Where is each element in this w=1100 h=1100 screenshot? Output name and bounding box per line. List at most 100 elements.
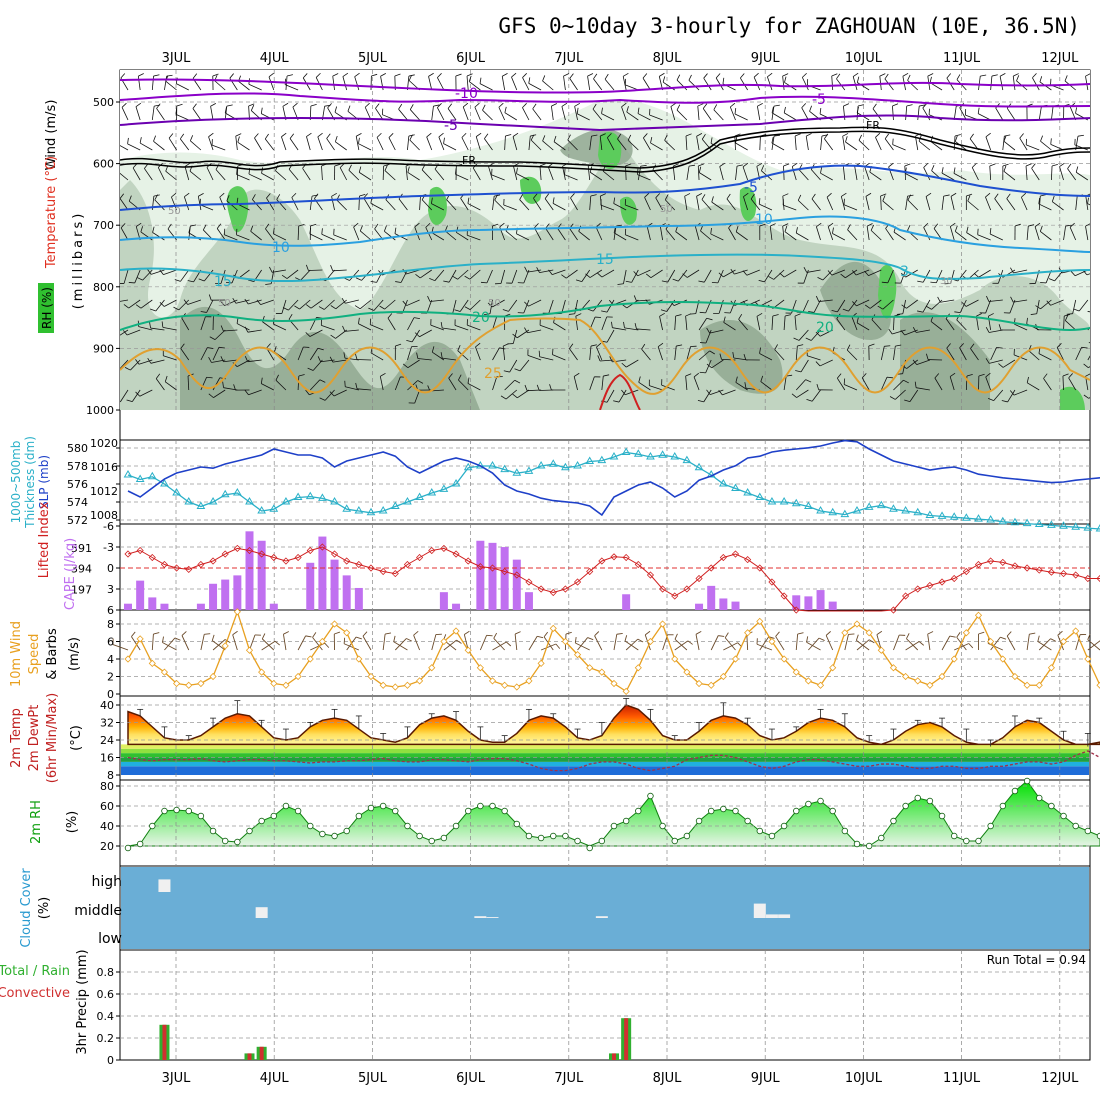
wind-barb-flag xyxy=(999,72,1006,77)
wind-barb xyxy=(1051,106,1054,121)
label-3hr-precip: 3hr Precip (mm) xyxy=(75,949,90,1054)
wind-barb xyxy=(820,136,823,151)
wind10-barb xyxy=(413,634,421,651)
wind-barb-flag xyxy=(861,373,867,379)
wind-barb-flag xyxy=(319,397,326,401)
wind10-barb xyxy=(927,634,931,651)
wind-barb xyxy=(180,269,190,282)
wind-barb-flag xyxy=(440,352,443,359)
rh-grid xyxy=(120,780,1090,866)
wind-barb xyxy=(695,226,700,241)
wind-barb-flag xyxy=(954,311,961,314)
wind-barb xyxy=(248,389,262,396)
rh-marker xyxy=(586,844,593,852)
wind-barb-flag xyxy=(512,393,518,399)
wind-barb xyxy=(866,226,870,241)
wind-barb xyxy=(894,389,906,400)
wind-barb xyxy=(589,171,603,181)
wind-barb xyxy=(505,230,518,241)
li-marker xyxy=(586,567,594,576)
wind-barb xyxy=(488,166,493,181)
wind-barb-flag xyxy=(549,384,552,391)
wind-barb xyxy=(214,329,226,340)
wind-barb xyxy=(528,83,542,91)
wind-barb xyxy=(407,359,420,368)
wind-barb xyxy=(1027,382,1040,391)
wind-barb xyxy=(265,228,275,241)
wind-barb-flag xyxy=(156,103,161,109)
wind-barb-flag xyxy=(568,313,575,315)
wind-barb xyxy=(1013,269,1028,274)
wind-barb-flag xyxy=(759,223,766,227)
wind-barb xyxy=(734,113,748,121)
wind-barb xyxy=(180,138,190,151)
wind-barb-flag xyxy=(902,72,909,77)
wind-barb-flag xyxy=(946,73,952,79)
wind-barb-flag xyxy=(1083,394,1090,399)
wind10-barb xyxy=(1006,635,1016,651)
wind-barb xyxy=(561,106,566,121)
rh-marker xyxy=(647,792,654,800)
wind-barb-flag xyxy=(773,104,780,107)
wind-barb xyxy=(771,112,785,121)
wind-barb xyxy=(348,169,360,181)
wind-barb xyxy=(589,346,592,361)
wind-barb xyxy=(508,299,518,312)
wind-barb-flag xyxy=(286,74,293,77)
wind-barb-flag xyxy=(298,374,305,377)
wind-barb xyxy=(922,269,931,283)
wind-speed-marker xyxy=(428,664,436,672)
wind-grid xyxy=(120,610,1090,696)
wind-barb xyxy=(728,227,736,241)
wind-barb xyxy=(959,347,967,361)
wind-barb xyxy=(1075,171,1089,181)
wind-barb-flag xyxy=(154,194,159,201)
wind10-barb xyxy=(362,635,372,651)
wind10-barb xyxy=(759,636,770,651)
wind-barb xyxy=(561,299,566,314)
wind-barb-flag xyxy=(621,389,626,395)
wind-barb xyxy=(522,77,530,91)
wind-barb xyxy=(705,329,712,344)
wind-barb xyxy=(190,140,202,151)
wind-barb xyxy=(574,106,578,121)
wind-barb-flag xyxy=(127,137,129,144)
wind-barb xyxy=(323,299,335,310)
wind-barb-flag xyxy=(383,225,387,232)
wind-barb-flag xyxy=(700,225,704,232)
wind-barb-flag xyxy=(561,274,567,279)
label-temp-unit: (°C) xyxy=(69,725,84,751)
wind-barb xyxy=(743,196,749,211)
wind-barb-flag xyxy=(641,343,646,350)
wind-barb xyxy=(649,114,663,121)
wind-barb xyxy=(443,143,457,151)
wind-barb-flag xyxy=(866,223,873,227)
wind-barb xyxy=(892,329,906,335)
wind-barb xyxy=(275,379,287,391)
wind10-barb-flag xyxy=(825,631,831,636)
wind-barb xyxy=(606,389,615,403)
cape-bar xyxy=(209,583,218,610)
wind-barb xyxy=(171,196,177,211)
wind-barb-flag xyxy=(341,297,346,304)
wind-barb xyxy=(627,140,639,151)
wind-barb-flag xyxy=(840,273,846,279)
cape-bar xyxy=(695,603,704,610)
wind-barb xyxy=(409,139,420,151)
wind10-barb xyxy=(297,635,307,651)
wind-barb-flag xyxy=(503,370,510,373)
thickness-marker xyxy=(682,455,692,464)
wind-barb xyxy=(516,233,530,241)
li-marker xyxy=(245,546,254,555)
wind-barb xyxy=(539,356,554,361)
thickness-marker xyxy=(293,492,303,500)
wind-barb xyxy=(363,197,372,211)
wind-barb xyxy=(796,232,809,241)
wind-barb xyxy=(905,173,918,181)
wind-barb-flag xyxy=(816,222,822,227)
wind-barb xyxy=(467,324,481,331)
rh-marker xyxy=(331,832,338,840)
wind-barb-flag xyxy=(633,295,637,302)
wind-barb-flag xyxy=(718,389,723,396)
label-millibars: (millibars) xyxy=(71,211,86,310)
